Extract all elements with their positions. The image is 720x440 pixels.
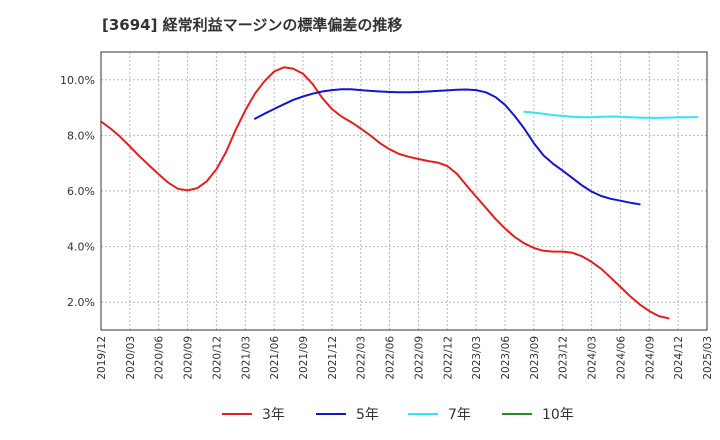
x-axis-ticks: 2019/12 2020/03 2020/06 2020/09 2020/12 2021/… xyxy=(96,336,714,380)
x-tick-label: 2021/12 xyxy=(327,336,339,380)
x-tick-label: 2021/06 xyxy=(269,336,281,380)
y-tick-label: 4.0% xyxy=(67,241,95,254)
chart-title: [3694] 経常利益マージンの標準偏差の推移 xyxy=(102,16,403,34)
x-tick-label: 2023/03 xyxy=(471,336,483,380)
grid-lines xyxy=(101,52,707,330)
y-tick-label: 6.0% xyxy=(67,185,95,198)
x-tick-label: 2022/09 xyxy=(413,336,425,380)
series-line-3年 xyxy=(100,66,670,320)
x-tick-label: 2022/12 xyxy=(442,336,454,380)
x-tick-label: 2020/12 xyxy=(211,336,223,380)
x-tick-label: 2025/03 xyxy=(702,336,714,380)
legend-label: 7年 xyxy=(448,407,471,423)
y-axis-ticks: 2.0% 4.0% 6.0% 8.0% 10.0% xyxy=(60,74,95,309)
x-tick-label: 2021/03 xyxy=(240,336,252,380)
x-tick-label: 2024/06 xyxy=(615,336,627,380)
legend-label: 3年 xyxy=(262,407,285,423)
y-tick-label: 8.0% xyxy=(67,129,95,142)
x-tick-label: 2024/09 xyxy=(644,336,656,380)
legend-label: 5年 xyxy=(356,407,379,423)
x-tick-label: 2024/12 xyxy=(673,336,685,380)
x-tick-label: 2020/06 xyxy=(154,336,166,380)
x-tick-label: 2020/09 xyxy=(183,336,195,380)
x-tick-label: 2023/12 xyxy=(558,336,570,380)
x-tick-label: 2019/12 xyxy=(96,336,108,380)
legend: 3年 5年 7年 10年 xyxy=(222,407,574,423)
plot-area-frame xyxy=(100,51,708,331)
series-line-7年 xyxy=(523,110,699,119)
series-lines xyxy=(100,66,699,320)
x-tick-label: 2022/03 xyxy=(356,336,368,380)
x-tick-label: 2021/09 xyxy=(298,336,310,380)
x-tick-label: 2023/06 xyxy=(500,336,512,380)
x-tick-label: 2020/03 xyxy=(125,336,137,380)
x-tick-label: 2023/09 xyxy=(529,336,541,380)
y-tick-label: 10.0% xyxy=(60,74,95,87)
legend-label: 10年 xyxy=(542,407,574,423)
y-tick-label: 2.0% xyxy=(67,296,95,309)
series-line-5年 xyxy=(253,88,641,206)
x-tick-label: 2022/06 xyxy=(385,336,397,380)
x-tick-label: 2024/03 xyxy=(587,336,599,380)
